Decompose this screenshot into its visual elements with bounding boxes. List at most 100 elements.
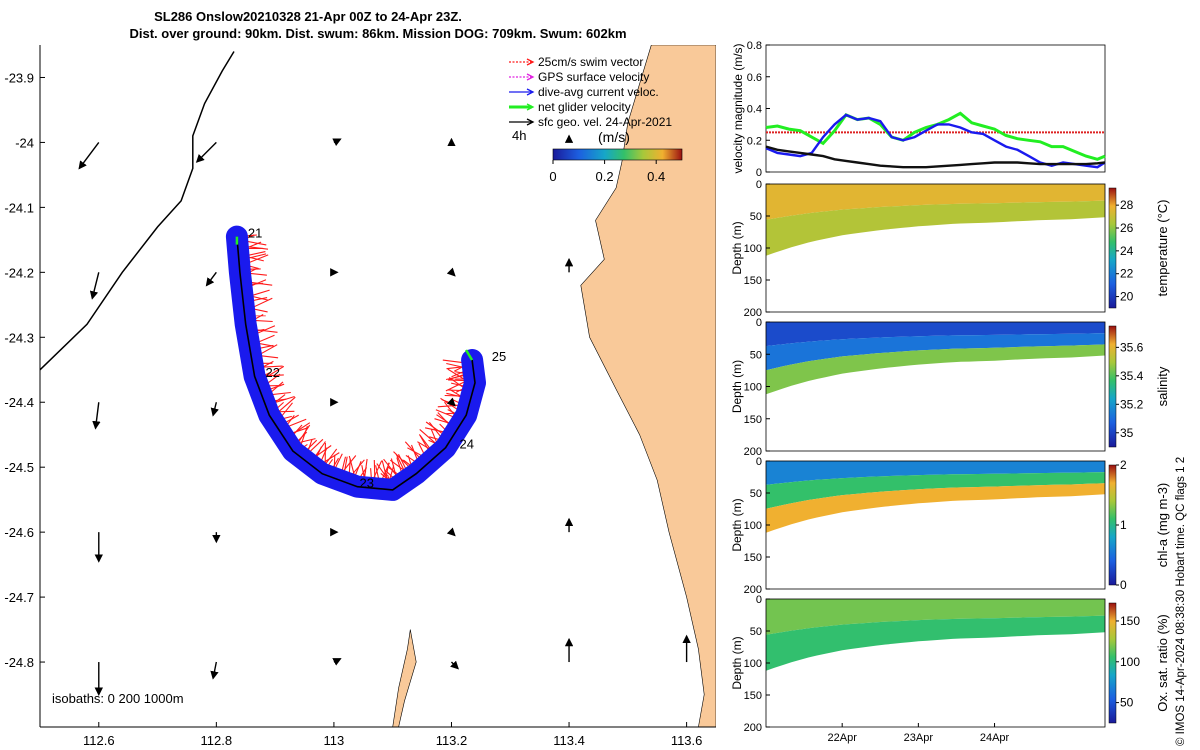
colorbar-tick-label: 0 <box>1120 578 1127 592</box>
depth-tick-label: 100 <box>744 382 762 394</box>
net-glider-vectors <box>235 236 474 361</box>
map-y-tick-label: -24.1 <box>4 200 34 215</box>
depth-tick-label: 0 <box>756 179 762 191</box>
colorbar-tick-label: 26 <box>1120 221 1134 235</box>
velocity-y-tick-label: 0.2 <box>747 135 762 147</box>
colorbar-tick-label: 0.2 <box>596 169 614 184</box>
coastline-land <box>580 45 716 727</box>
map-x-tick-label: 113.6 <box>671 733 703 748</box>
sfc-geo-vector <box>78 142 100 170</box>
depth-tick-label: 50 <box>750 349 762 361</box>
sfc-geo-vectors <box>78 134 691 696</box>
sfc-geo-vector <box>92 402 101 430</box>
depth-axis-label: Depth (m) <box>730 221 744 274</box>
section-colorbar <box>1108 187 1117 309</box>
colorbar-ticks: 0 0.2 0.4 <box>549 160 665 184</box>
title-line2: Dist. over ground: 90km. Dist. swum: 86k… <box>129 26 626 41</box>
velocity-y-tick-label: 0 <box>756 167 762 179</box>
velocity-y-tick-label: 0.4 <box>747 104 762 116</box>
colorbar-tick-label: 35 <box>1120 426 1134 440</box>
colorbar-tick-label: 35.6 <box>1120 340 1144 354</box>
map-y-tick-label: -24.2 <box>4 265 34 280</box>
section-layer <box>766 322 1105 347</box>
colorbar-gradient <box>552 148 683 161</box>
section-colorbar <box>1108 602 1117 724</box>
colorbar-tick-label: 22 <box>1120 267 1134 281</box>
map-colorbar: 4h (m/s) 0 0.2 0.4 <box>512 128 683 184</box>
legend-arrowhead <box>526 58 535 66</box>
depth-tick-label: 200 <box>744 307 762 319</box>
map-y-tick-label: -23.9 <box>4 70 34 85</box>
section-colorbar <box>1108 464 1117 586</box>
depth-tick-label: 100 <box>744 520 762 532</box>
map-x-tick-label: 112.8 <box>201 733 233 748</box>
sfc-geo-vector <box>450 660 459 670</box>
glider-track-line <box>236 236 476 491</box>
sfc-geo-vector <box>446 267 456 277</box>
section-layer <box>766 599 1105 635</box>
velocity-series-line <box>765 145 1106 169</box>
depth-tick-label: 50 <box>750 211 762 223</box>
depth-axis-label: Depth (m) <box>730 360 744 413</box>
colorbar-tick-label: 20 <box>1120 290 1134 304</box>
legend-label: GPS surface velocity <box>538 70 649 84</box>
colorbar-label: Ox. sat. ratio (%) <box>1155 614 1170 712</box>
legend-label: sfc geo. vel. 24-Apr-2021 <box>538 115 672 129</box>
sfc-geo-vector <box>205 271 217 287</box>
time-tick-label: 24Apr <box>980 732 1010 744</box>
velocity-y-tick-label: 0.8 <box>747 40 762 52</box>
sfc-geo-vector <box>332 658 342 666</box>
map-x-tick-label: 113 <box>324 733 345 748</box>
colorbar-tick-label: 0.4 <box>647 169 665 184</box>
section-layer <box>766 461 1105 485</box>
sfc-geo-vector <box>195 141 217 163</box>
sfc-geo-vector <box>210 402 219 417</box>
velocity-series-line <box>765 113 1106 169</box>
colorbar-tick-label: 35.4 <box>1120 369 1144 383</box>
isobaths-note: isobaths: 0 200 1000m <box>52 691 184 706</box>
colorbar-tick-label: 35.2 <box>1120 397 1144 411</box>
isobath-1000m-line <box>40 51 235 371</box>
section-colorbar <box>1108 325 1117 448</box>
colorbar-tick-label: 28 <box>1120 198 1134 212</box>
colorbar-label: salinity <box>1155 366 1170 406</box>
depth-tick-label: 150 <box>744 414 762 426</box>
salinity-section-panel: 0 50 100 150 200 Depth (m) 35 35.2 35.4 35.6 salin… <box>730 317 1170 458</box>
map-x-ticks: 112.6 112.8 113 113.2 113.4 113.6 <box>83 722 702 748</box>
day-labels: 21 22 23 24 25 <box>248 225 506 490</box>
legend-label: dive-avg current veloc. <box>538 85 659 99</box>
section-layer <box>766 344 1105 395</box>
legend-arrowhead <box>526 88 535 96</box>
legend-arrowhead <box>526 103 535 111</box>
depth-tick-label: 100 <box>744 243 762 255</box>
depth-axis-label: Depth (m) <box>730 498 744 551</box>
section-layer <box>766 615 1105 671</box>
time-tick-label: 22Apr <box>828 732 858 744</box>
map-x-tick-label: 113.4 <box>553 733 585 748</box>
sfc-geo-vector <box>446 527 456 537</box>
day-label: 25 <box>492 349 506 364</box>
colorbar-tick-label: 0 <box>549 169 556 184</box>
title-line1: SL286 Onslow20210328 21-Apr 00Z to 24-Ap… <box>154 9 462 24</box>
map-y-ticks: -23.9 -24 -24.1 -24.2 -24.3 -24.4 -24.5 -24.6 -2… <box>4 70 45 670</box>
sfc-geo-vector <box>446 397 456 407</box>
depth-tick-label: 150 <box>744 552 762 564</box>
colorbar-tick-label: 1 <box>1120 518 1127 532</box>
time-tick-label: 23Apr <box>904 732 934 744</box>
map-x-tick-label: 112.6 <box>83 733 115 748</box>
depth-tick-label: 200 <box>744 584 762 596</box>
velocity-y-tick-label: 0.6 <box>747 72 762 84</box>
legend-label: net glider velocity <box>538 100 631 114</box>
map-y-tick-label: -24.3 <box>4 330 34 345</box>
colorbar-tick-label: 50 <box>1120 696 1134 710</box>
map-y-tick-label: -24.5 <box>4 460 34 475</box>
colorbar-tick-label: 24 <box>1120 244 1134 258</box>
depth-tick-label: 200 <box>744 722 762 734</box>
section-layer <box>766 333 1105 371</box>
section-layer <box>766 200 1105 256</box>
map-y-tick-label: -24.7 <box>4 590 34 605</box>
section-layer <box>766 483 1105 533</box>
